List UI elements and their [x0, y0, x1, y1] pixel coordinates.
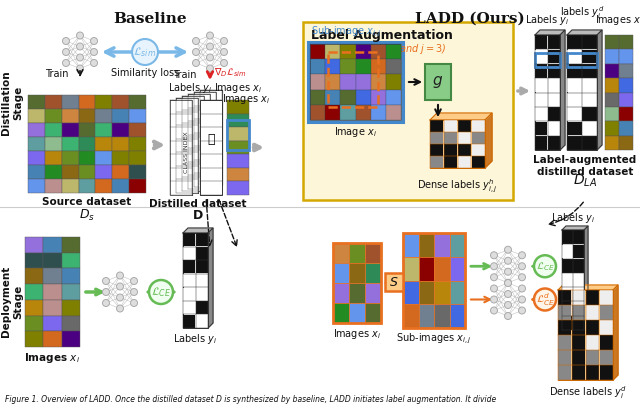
FancyBboxPatch shape	[582, 122, 596, 135]
Circle shape	[131, 299, 138, 306]
FancyBboxPatch shape	[548, 50, 560, 64]
FancyBboxPatch shape	[605, 93, 619, 107]
Polygon shape	[485, 113, 492, 168]
FancyBboxPatch shape	[355, 59, 371, 74]
FancyBboxPatch shape	[183, 315, 195, 328]
FancyBboxPatch shape	[444, 132, 457, 144]
FancyBboxPatch shape	[573, 273, 584, 287]
Text: Train: Train	[45, 69, 69, 79]
FancyBboxPatch shape	[434, 233, 449, 257]
Circle shape	[518, 285, 525, 292]
FancyBboxPatch shape	[605, 78, 619, 93]
FancyBboxPatch shape	[61, 123, 79, 137]
FancyBboxPatch shape	[371, 59, 386, 74]
FancyBboxPatch shape	[444, 144, 457, 156]
FancyBboxPatch shape	[458, 156, 471, 168]
FancyBboxPatch shape	[371, 90, 386, 105]
Circle shape	[207, 54, 214, 61]
FancyBboxPatch shape	[449, 304, 465, 328]
FancyBboxPatch shape	[44, 315, 61, 331]
FancyBboxPatch shape	[112, 179, 129, 193]
FancyBboxPatch shape	[325, 90, 340, 105]
FancyBboxPatch shape	[535, 78, 547, 92]
FancyBboxPatch shape	[535, 107, 547, 121]
FancyBboxPatch shape	[558, 365, 572, 380]
FancyBboxPatch shape	[61, 284, 80, 300]
Text: CLASS INDEX: CLASS INDEX	[184, 132, 189, 173]
FancyBboxPatch shape	[563, 230, 573, 244]
FancyBboxPatch shape	[434, 304, 449, 328]
FancyBboxPatch shape	[325, 59, 340, 74]
Circle shape	[504, 279, 511, 286]
FancyBboxPatch shape	[558, 320, 572, 335]
FancyBboxPatch shape	[95, 151, 112, 165]
Circle shape	[193, 49, 200, 55]
FancyBboxPatch shape	[567, 93, 582, 106]
FancyBboxPatch shape	[61, 331, 80, 347]
FancyBboxPatch shape	[310, 44, 325, 59]
FancyBboxPatch shape	[45, 123, 61, 137]
Circle shape	[518, 307, 525, 314]
Polygon shape	[597, 30, 602, 150]
FancyBboxPatch shape	[340, 44, 355, 59]
FancyBboxPatch shape	[619, 93, 633, 107]
FancyBboxPatch shape	[563, 316, 573, 330]
FancyBboxPatch shape	[61, 268, 80, 284]
FancyBboxPatch shape	[112, 109, 129, 123]
FancyBboxPatch shape	[28, 137, 45, 151]
FancyBboxPatch shape	[355, 44, 371, 59]
FancyBboxPatch shape	[365, 263, 381, 283]
Text: $\mathcal{L}^d_{CE}$: $\mathcal{L}^d_{CE}$	[536, 291, 554, 308]
Circle shape	[534, 255, 556, 277]
FancyBboxPatch shape	[449, 257, 465, 281]
Text: 🔒: 🔒	[207, 133, 215, 146]
FancyBboxPatch shape	[196, 301, 208, 314]
FancyBboxPatch shape	[605, 107, 619, 121]
FancyBboxPatch shape	[183, 274, 195, 287]
FancyBboxPatch shape	[196, 233, 208, 246]
FancyBboxPatch shape	[567, 35, 597, 150]
Circle shape	[90, 49, 97, 55]
FancyBboxPatch shape	[548, 136, 560, 150]
Circle shape	[504, 302, 511, 308]
Circle shape	[490, 296, 497, 303]
FancyBboxPatch shape	[227, 168, 249, 182]
Polygon shape	[567, 30, 602, 35]
FancyBboxPatch shape	[572, 335, 585, 350]
Circle shape	[207, 32, 214, 39]
FancyBboxPatch shape	[458, 132, 471, 144]
Circle shape	[504, 313, 511, 319]
FancyBboxPatch shape	[386, 44, 401, 59]
FancyBboxPatch shape	[112, 95, 129, 109]
Text: Distillation
Stage: Distillation Stage	[1, 70, 23, 135]
FancyBboxPatch shape	[200, 90, 222, 185]
FancyBboxPatch shape	[182, 96, 204, 191]
FancyBboxPatch shape	[558, 350, 572, 365]
Circle shape	[207, 65, 214, 72]
FancyBboxPatch shape	[558, 305, 572, 320]
Circle shape	[63, 49, 70, 55]
FancyBboxPatch shape	[95, 165, 112, 179]
FancyBboxPatch shape	[548, 35, 560, 49]
FancyBboxPatch shape	[563, 244, 573, 258]
FancyBboxPatch shape	[44, 237, 61, 253]
FancyBboxPatch shape	[600, 320, 612, 335]
Circle shape	[116, 283, 124, 290]
FancyBboxPatch shape	[227, 127, 249, 141]
FancyBboxPatch shape	[386, 59, 401, 74]
FancyBboxPatch shape	[472, 120, 484, 132]
FancyBboxPatch shape	[340, 59, 355, 74]
FancyBboxPatch shape	[572, 350, 585, 365]
Text: $D_{LA}$: $D_{LA}$	[573, 173, 597, 189]
FancyBboxPatch shape	[572, 305, 585, 320]
FancyBboxPatch shape	[95, 109, 112, 123]
Circle shape	[193, 38, 200, 44]
Text: Sub-images $x_{i,j}$: Sub-images $x_{i,j}$	[396, 332, 472, 346]
FancyBboxPatch shape	[605, 135, 619, 150]
FancyBboxPatch shape	[95, 123, 112, 137]
FancyBboxPatch shape	[586, 350, 599, 365]
Polygon shape	[560, 30, 565, 150]
FancyBboxPatch shape	[61, 179, 79, 193]
FancyBboxPatch shape	[449, 233, 465, 257]
